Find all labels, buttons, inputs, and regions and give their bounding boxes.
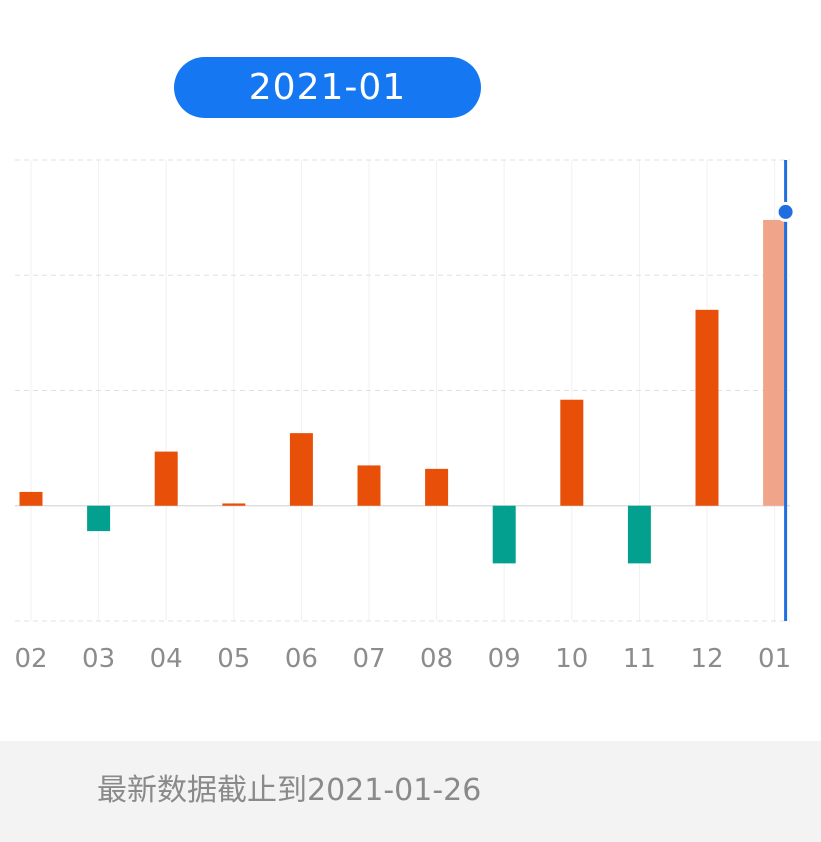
- bars: [19, 219, 788, 564]
- bar-10: [560, 399, 584, 506]
- x-tick-label: 06: [285, 644, 318, 674]
- x-tick-label: 10: [555, 644, 588, 674]
- grid-lines: [15, 159, 790, 622]
- x-tick-label: 02: [14, 644, 47, 674]
- x-tick-label: 04: [150, 644, 183, 674]
- bar-chart[interactable]: 02 03 04 05 06 07 08 09 10 11 12 01: [0, 0, 821, 700]
- x-axis-labels: 02 03 04 05 06 07 08 09 10 11 12 01: [14, 644, 791, 674]
- x-tick-label: 01: [758, 644, 791, 674]
- bar-01: [763, 219, 788, 506]
- x-tick-label: 11: [623, 644, 656, 674]
- x-tick-label: 07: [352, 644, 385, 674]
- x-tick-label: 09: [488, 644, 521, 674]
- cursor-marker: [778, 204, 793, 219]
- bar-02: [19, 491, 43, 506]
- x-tick-label: 05: [217, 644, 250, 674]
- footer-bar: 最新数据截止到2021-01-26: [0, 741, 821, 842]
- bar-12: [695, 309, 719, 506]
- selection-cursor: [775, 160, 796, 621]
- bar-08: [425, 468, 449, 506]
- selected-period-badge[interactable]: 2021-01: [174, 57, 481, 118]
- data-cutoff-note: 最新数据截止到2021-01-26: [97, 773, 482, 808]
- bar-04: [154, 451, 178, 506]
- bar-03: [87, 505, 111, 532]
- bar-06: [289, 433, 313, 506]
- bar-09: [492, 505, 516, 564]
- x-tick-label: 12: [690, 644, 723, 674]
- x-tick-label: 08: [420, 644, 453, 674]
- bar-11: [627, 505, 651, 564]
- bar-07: [357, 465, 381, 506]
- x-tick-label: 03: [82, 644, 115, 674]
- bar-05: [222, 503, 246, 506]
